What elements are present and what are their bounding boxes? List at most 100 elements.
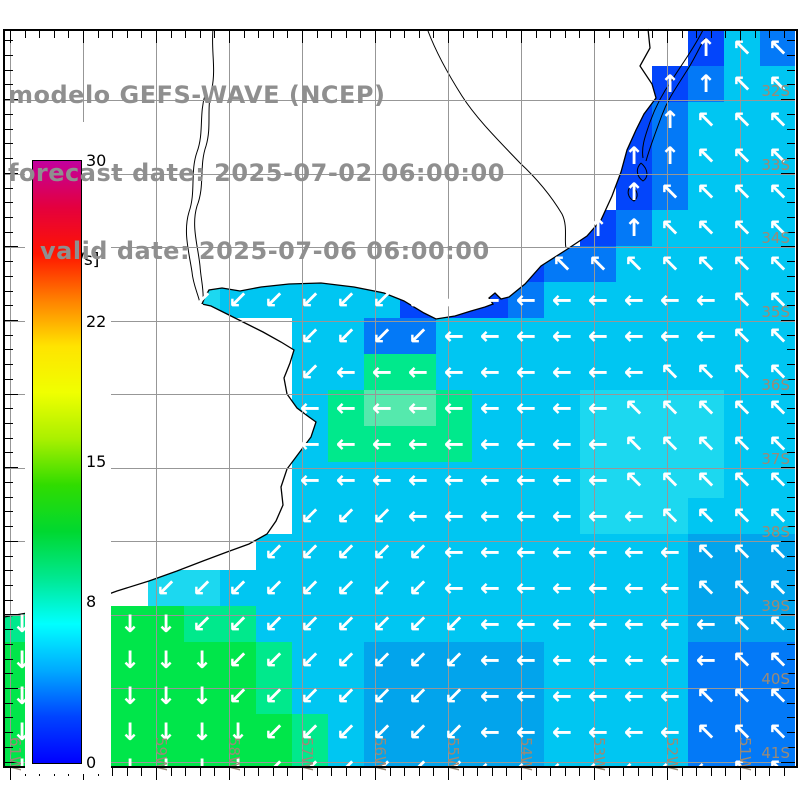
bottom-tick <box>170 767 172 776</box>
left-tick <box>5 702 13 704</box>
colorbar <box>32 160 82 764</box>
wind-speed-cell <box>544 642 580 678</box>
wind-arrow: ← <box>407 358 429 386</box>
wind-arrow: ↑ <box>659 70 681 98</box>
wind-speed-cell <box>472 570 508 606</box>
plot-title: modelo GEFS-WAVE (NCEP) forecast date: 2… <box>8 30 505 316</box>
wind-speed-cell <box>400 318 436 354</box>
right-tick <box>787 732 795 734</box>
right-tick <box>787 275 795 277</box>
left-tick <box>5 629 13 631</box>
wind-speed-cell <box>400 678 436 714</box>
wind-arrow: ↖ <box>659 250 681 278</box>
wind-speed-cell <box>616 570 652 606</box>
wind-arrow: ← <box>371 358 393 386</box>
wind-arrow: ← <box>623 538 645 566</box>
bottom-tick <box>594 767 595 780</box>
left-tick <box>5 231 13 233</box>
bottom-tick <box>185 767 187 776</box>
wind-arrow: ← <box>479 322 501 350</box>
wind-speed-cell <box>724 498 760 534</box>
wind-speed-cell <box>184 714 220 750</box>
wind-speed-cell <box>760 678 795 714</box>
longitude-gridline <box>594 30 595 766</box>
right-tick <box>781 172 795 174</box>
wind-speed-cell <box>472 426 508 462</box>
left-tick <box>5 658 13 660</box>
top-tick <box>112 31 114 38</box>
wind-arrow: ← <box>587 358 609 386</box>
top-tick <box>83 31 84 43</box>
bottom-tick <box>375 767 376 780</box>
wind-speed-cell <box>760 714 795 750</box>
wind-speed-cell <box>616 642 652 678</box>
wind-speed-cell <box>544 714 580 750</box>
wind-arrow: ← <box>515 466 537 494</box>
top-tick <box>477 31 479 38</box>
wind-arrow: ↙ <box>371 502 393 530</box>
wind-speed-cell <box>256 570 292 606</box>
wind-speed-cell <box>652 246 688 282</box>
wind-speed-cell <box>724 642 760 678</box>
left-tick <box>5 349 13 351</box>
wind-speed-cell <box>652 570 688 606</box>
wind-arrow: ↙ <box>263 718 285 746</box>
wind-arrow: ← <box>587 466 609 494</box>
left-tick <box>5 732 13 734</box>
top-tick <box>725 31 727 38</box>
wind-speed-cell <box>292 534 328 570</box>
wind-arrow: ↙ <box>335 286 357 314</box>
right-tick <box>787 702 795 704</box>
wind-speed-cell <box>760 606 795 642</box>
wind-arrow: ↖ <box>731 466 753 494</box>
wind-speed-cell <box>364 354 400 390</box>
latitude-gridline <box>4 247 795 248</box>
bottom-tick <box>681 767 683 776</box>
longitude-gridline <box>667 30 668 766</box>
wind-speed-cell <box>652 210 688 246</box>
left-tick <box>5 408 13 410</box>
wind-speed-cell <box>544 606 580 642</box>
wind-speed-cell <box>292 354 328 390</box>
wind-speed-cell <box>688 138 724 174</box>
wind-speed-cell <box>400 426 436 462</box>
wind-speed-cell <box>112 642 148 678</box>
wind-arrow: ← <box>443 358 465 386</box>
wind-arrow: ← <box>587 538 609 566</box>
wind-arrow: ↙ <box>227 610 249 638</box>
wind-arrow: ↑ <box>623 142 645 170</box>
wind-speed-cell <box>256 282 292 318</box>
top-tick <box>214 31 216 38</box>
wind-arrow: ↖ <box>731 430 753 458</box>
wind-arrow: ↙ <box>299 286 321 314</box>
wind-arrow: ↖ <box>623 466 645 494</box>
wind-arrow: ↖ <box>659 394 681 422</box>
wind-speed-cell <box>328 570 364 606</box>
wind-arrow: ↖ <box>767 646 789 674</box>
wind-arrow: ← <box>551 682 573 710</box>
wind-arrow: ↖ <box>731 322 753 350</box>
wind-speed-cell <box>580 426 616 462</box>
wind-speed-cell <box>724 30 760 66</box>
wind-arrow: ← <box>587 682 609 710</box>
wind-speed-cell <box>256 534 292 570</box>
wind-arrow: ← <box>551 358 573 386</box>
left-tick <box>5 84 13 86</box>
wind-speed-cell <box>256 714 292 750</box>
wind-arrow: ↙ <box>364 750 400 766</box>
wind-arrow: ← <box>479 538 501 566</box>
wind-arrow: ← <box>551 574 573 602</box>
latitude-gridline <box>4 321 795 322</box>
wind-arrow: ↖ <box>731 358 753 386</box>
top-tick <box>229 31 230 43</box>
longitude-gridline <box>229 30 230 766</box>
wind-arrow: ↙ <box>335 682 357 710</box>
wind-speed-cell <box>760 354 795 390</box>
wind-arrow: ↖ <box>767 70 789 98</box>
wind-speed-cell <box>652 354 688 390</box>
wind-speed-cell <box>508 534 544 570</box>
wind-arrow: ← <box>659 610 681 638</box>
wind-speed-cell <box>508 390 544 426</box>
top-tick <box>170 31 172 38</box>
wind-arrow: ↓ <box>112 750 148 766</box>
